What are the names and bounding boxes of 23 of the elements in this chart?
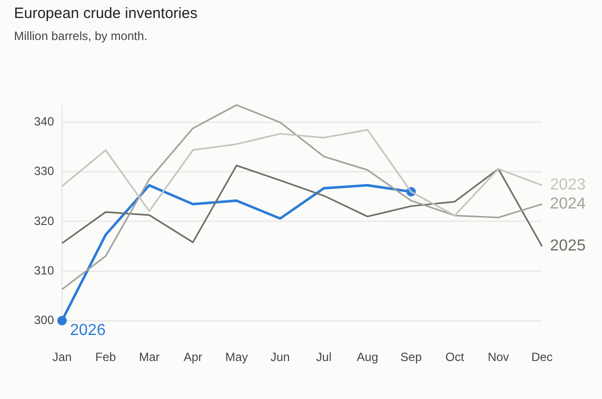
x-tick-label: Aug <box>356 350 378 364</box>
x-tick-label: Dec <box>531 350 553 364</box>
y-tick-label: 300 <box>34 312 54 327</box>
x-tick-label: Jun <box>270 350 290 364</box>
series-label: 2026 <box>70 322 106 340</box>
series-label: 2024 <box>550 196 586 213</box>
series-label: 2025 <box>550 238 586 255</box>
x-tick-label: Apr <box>184 350 202 364</box>
x-tick-label: Mar <box>138 350 160 364</box>
chart-title: European crude inventories <box>14 5 198 22</box>
x-tick-label: Feb <box>95 350 116 364</box>
y-tick-label: 330 <box>34 164 54 178</box>
y-tick-label: 340 <box>34 114 54 129</box>
series-label: 2023 <box>550 176 586 194</box>
x-tick-label: Jul <box>316 350 332 364</box>
chart-subtitle: Million barrels, by month. <box>14 29 148 43</box>
y-tick-label: 310 <box>34 263 54 278</box>
x-tick-label: Jan <box>52 350 72 364</box>
x-tick-label: Oct <box>445 350 465 364</box>
y-tick-label: 320 <box>34 214 54 228</box>
x-tick-label: May <box>225 350 248 364</box>
x-tick-label: Sep <box>400 350 422 364</box>
x-tick-label: Nov <box>488 350 510 364</box>
